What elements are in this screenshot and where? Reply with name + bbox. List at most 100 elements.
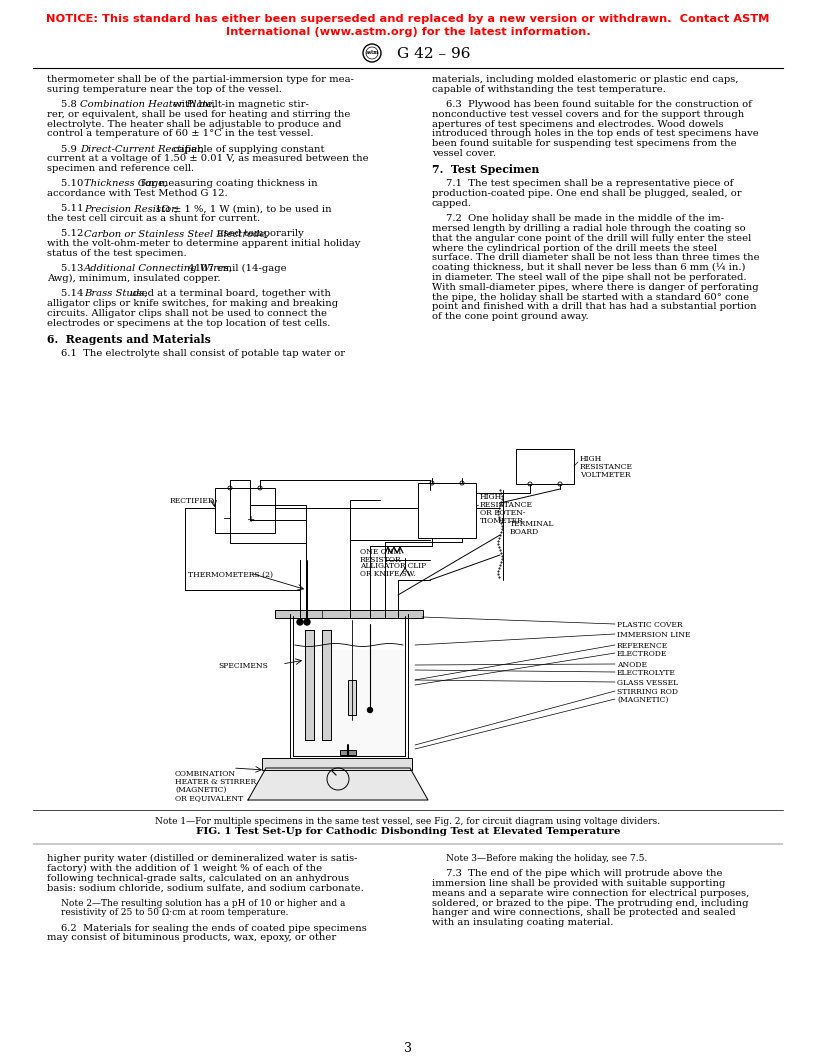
Text: 7.  Test Specimen: 7. Test Specimen: [432, 164, 539, 175]
Text: that the angular cone point of the drill will fully enter the steel: that the angular cone point of the drill…: [432, 233, 752, 243]
Text: THERMOMETERS (2): THERMOMETERS (2): [188, 571, 273, 579]
Text: With small-diameter pipes, where there is danger of perforating: With small-diameter pipes, where there i…: [432, 283, 759, 291]
Text: immersion line shall be provided with suitable supporting: immersion line shall be provided with su…: [432, 879, 725, 888]
Text: may consist of bituminous products, wax, epoxy, or other: may consist of bituminous products, wax,…: [47, 934, 336, 942]
Text: BOARD: BOARD: [510, 528, 539, 536]
Bar: [340, 750, 356, 755]
Text: (MAGNETIC): (MAGNETIC): [617, 696, 668, 704]
Text: International (www.astm.org) for the latest information.: International (www.astm.org) for the lat…: [226, 27, 590, 37]
Text: basis: sodium chloride, sodium sulfate, and sodium carbonate.: basis: sodium chloride, sodium sulfate, …: [47, 884, 364, 892]
Text: vessel cover.: vessel cover.: [432, 149, 496, 158]
Text: TERMINAL: TERMINAL: [510, 520, 554, 528]
Text: resistivity of 25 to 50 Ω·cm at room temperature.: resistivity of 25 to 50 Ω·cm at room tem…: [61, 908, 289, 918]
Text: coating thickness, but it shall never be less than 6 mm (¼ in.): coating thickness, but it shall never be…: [432, 263, 746, 272]
Text: HEATER & STIRRER: HEATER & STIRRER: [175, 778, 256, 786]
Text: hanger and wire connections, shall be protected and sealed: hanger and wire connections, shall be pr…: [432, 908, 736, 918]
Text: of the cone point ground away.: of the cone point ground away.: [432, 313, 588, 321]
Text: +: +: [247, 515, 255, 524]
Text: 7.3  The end of the pipe which will protrude above the: 7.3 The end of the pipe which will protr…: [446, 869, 722, 879]
Text: OR EQUIVALENT: OR EQUIVALENT: [175, 794, 243, 802]
Text: Direct-Current Rectifier,: Direct-Current Rectifier,: [80, 145, 204, 153]
Text: OR KNIFE SW.: OR KNIFE SW.: [360, 570, 415, 578]
Text: status of the test specimen.: status of the test specimen.: [47, 249, 187, 258]
Text: specimen and reference cell.: specimen and reference cell.: [47, 164, 194, 173]
Text: Thickness Gage,: Thickness Gage,: [84, 180, 167, 188]
Text: Note 3—Before making the holiday, see 7.5.: Note 3—Before making the holiday, see 7.…: [446, 854, 647, 863]
Text: means and a separate wire connection for electrical purposes,: means and a separate wire connection for…: [432, 889, 749, 898]
Text: nonconductive test vessel covers and for the support through: nonconductive test vessel covers and for…: [432, 110, 744, 118]
Text: Additional Connecting Wires,: Additional Connecting Wires,: [84, 264, 233, 274]
Text: PLASTIC COVER: PLASTIC COVER: [617, 621, 683, 629]
Text: RESISTANCE: RESISTANCE: [480, 501, 533, 509]
Text: materials, including molded elastomeric or plastic end caps,: materials, including molded elastomeric …: [432, 75, 738, 84]
Text: soldered, or brazed to the pipe. The protruding end, including: soldered, or brazed to the pipe. The pro…: [432, 899, 748, 907]
Text: surface. The drill diameter shall be not less than three times the: surface. The drill diameter shall be not…: [432, 253, 760, 262]
Text: 1Ω ± 1 %, 1 W (min), to be used in: 1Ω ± 1 %, 1 W (min), to be used in: [153, 205, 332, 213]
Circle shape: [297, 619, 303, 625]
Text: used temporarily: used temporarily: [214, 229, 304, 239]
Text: point and finished with a drill that has had a substantial portion: point and finished with a drill that has…: [432, 302, 756, 312]
Text: REFERENCE: REFERENCE: [617, 642, 668, 650]
Text: OR POTEN-: OR POTEN-: [480, 509, 526, 517]
Text: capable of withstanding the test temperature.: capable of withstanding the test tempera…: [432, 84, 666, 94]
Text: 3: 3: [404, 1042, 412, 1055]
Text: for measuring coating thickness in: for measuring coating thickness in: [138, 180, 317, 188]
Text: with an insulating coating material.: with an insulating coating material.: [432, 918, 614, 927]
Text: −: −: [223, 515, 231, 524]
Text: with the volt-ohm-meter to determine apparent initial holiday: with the volt-ohm-meter to determine app…: [47, 239, 361, 248]
Text: 6.  Reagents and Materials: 6. Reagents and Materials: [47, 334, 211, 344]
Text: higher purity water (distilled or demineralized water is satis-: higher purity water (distilled or demine…: [47, 854, 357, 863]
Text: 7.1  The test specimen shall be a representative piece of: 7.1 The test specimen shall be a represe…: [446, 180, 734, 188]
Text: with built-in magnetic stir-: with built-in magnetic stir-: [171, 100, 309, 109]
Text: electrodes or specimens at the top location of test cells.: electrodes or specimens at the top locat…: [47, 319, 330, 327]
Text: capped.: capped.: [432, 199, 472, 208]
Text: 4107 cmil (14-gage: 4107 cmil (14-gage: [185, 264, 286, 274]
Text: been found suitable for suspending test specimens from the: been found suitable for suspending test …: [432, 139, 737, 148]
Text: suring temperature near the top of the vessel.: suring temperature near the top of the v…: [47, 84, 282, 94]
Text: Awg), minimum, insulated copper.: Awg), minimum, insulated copper.: [47, 274, 220, 283]
Text: RESISTOR: RESISTOR: [360, 557, 401, 564]
Text: Note 2—The resulting solution has a pH of 10 or higher and a: Note 2—The resulting solution has a pH o…: [61, 899, 345, 907]
Text: capable of supplying constant: capable of supplying constant: [171, 145, 325, 153]
Bar: [262, 758, 412, 770]
Bar: [348, 680, 356, 715]
Text: Carbon or Stainless Steel Electrode,: Carbon or Stainless Steel Electrode,: [84, 229, 268, 239]
Text: IMMERSION LINE: IMMERSION LINE: [617, 631, 690, 639]
Text: Combination Heater Plate,: Combination Heater Plate,: [80, 100, 215, 109]
Text: 5.10: 5.10: [61, 180, 90, 188]
Text: thermometer shall be of the partial-immersion type for mea-: thermometer shall be of the partial-imme…: [47, 75, 354, 84]
Text: astm: astm: [366, 50, 379, 55]
Text: VOLTMETER: VOLTMETER: [580, 471, 631, 479]
Text: production-coated pipe. One end shall be plugged, sealed, or: production-coated pipe. One end shall be…: [432, 189, 742, 199]
Text: RESISTANCE: RESISTANCE: [580, 463, 633, 471]
Text: rer, or equivalent, shall be used for heating and stirring the: rer, or equivalent, shall be used for he…: [47, 110, 350, 118]
Text: NOTICE: This standard has either been superseded and replaced by a new version o: NOTICE: This standard has either been su…: [47, 14, 769, 24]
Text: ELECTROLYTE: ELECTROLYTE: [617, 670, 676, 677]
Text: GLASS VESSEL: GLASS VESSEL: [617, 679, 678, 687]
Text: 5.14: 5.14: [61, 289, 90, 298]
Bar: [322, 630, 331, 740]
Text: (MAGNETIC): (MAGNETIC): [175, 786, 226, 794]
Text: ANODE: ANODE: [617, 661, 647, 670]
Text: COMBINATION: COMBINATION: [175, 770, 236, 778]
Text: apertures of test specimens and electrodes. Wood dowels: apertures of test specimens and electrod…: [432, 119, 724, 129]
Text: Brass Studs,: Brass Studs,: [84, 289, 148, 298]
Polygon shape: [248, 768, 428, 800]
Text: HIGH: HIGH: [480, 493, 503, 501]
Text: FIG. 1 Test Set-Up for Cathodic Disbonding Test at Elevated Temperature: FIG. 1 Test Set-Up for Cathodic Disbondi…: [196, 827, 620, 836]
Bar: [418, 483, 476, 538]
Text: electrolyte. The heater shall be adjustable to produce and: electrolyte. The heater shall be adjusta…: [47, 119, 341, 129]
Text: RECTIFIER: RECTIFIER: [170, 497, 215, 505]
Text: TIOMETER: TIOMETER: [480, 517, 524, 525]
Text: 5.9: 5.9: [61, 145, 83, 153]
Text: used at a terminal board, together with: used at a terminal board, together with: [127, 289, 331, 298]
Text: mersed length by drilling a radial hole through the coating so: mersed length by drilling a radial hole …: [432, 224, 746, 233]
Text: 6.2  Materials for sealing the ends of coated pipe specimens: 6.2 Materials for sealing the ends of co…: [61, 924, 366, 932]
Text: SPECIMENS: SPECIMENS: [218, 662, 268, 670]
Text: HIGH: HIGH: [580, 455, 602, 463]
Text: 5.13: 5.13: [61, 264, 90, 274]
Bar: [516, 449, 574, 484]
Text: G 42 – 96: G 42 – 96: [397, 48, 471, 61]
Text: 6.1  The electrolyte shall consist of potable tap water or: 6.1 The electrolyte shall consist of pot…: [61, 348, 345, 358]
Text: the test cell circuit as a shunt for current.: the test cell circuit as a shunt for cur…: [47, 214, 260, 223]
